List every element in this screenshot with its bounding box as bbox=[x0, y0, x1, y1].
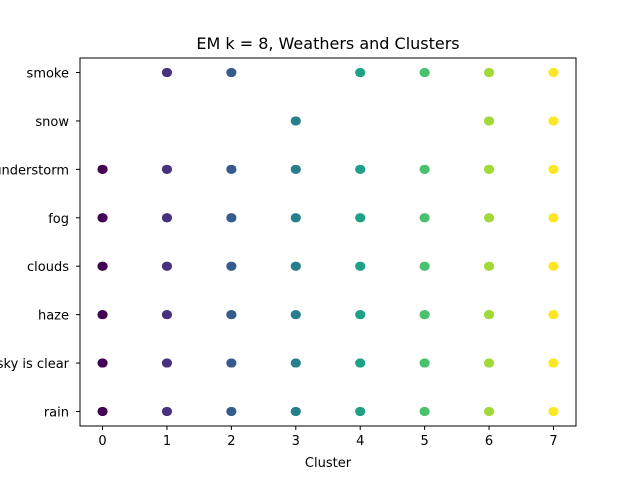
data-point bbox=[549, 116, 559, 126]
data-point bbox=[227, 164, 237, 174]
data-point bbox=[485, 406, 495, 416]
x-tick-label: 6 bbox=[485, 434, 493, 449]
data-point bbox=[227, 358, 237, 368]
data-point bbox=[420, 406, 430, 416]
data-point bbox=[227, 310, 237, 320]
data-point bbox=[98, 164, 108, 174]
data-point bbox=[227, 261, 237, 271]
data-point bbox=[291, 164, 301, 174]
data-point bbox=[163, 358, 173, 368]
data-point bbox=[163, 310, 173, 320]
data-point bbox=[420, 68, 430, 78]
data-point bbox=[549, 406, 559, 416]
x-tick-label: 2 bbox=[227, 434, 235, 449]
data-point bbox=[291, 213, 301, 223]
data-point bbox=[485, 358, 495, 368]
y-tick-label: thunderstorm bbox=[0, 163, 69, 178]
data-point bbox=[485, 261, 495, 271]
data-point bbox=[291, 310, 301, 320]
data-point bbox=[485, 310, 495, 320]
data-point bbox=[356, 310, 366, 320]
chart-title: EM k = 8, Weathers and Clusters bbox=[196, 34, 459, 53]
data-point bbox=[356, 406, 366, 416]
data-point bbox=[291, 116, 301, 126]
data-point bbox=[549, 213, 559, 223]
data-point bbox=[98, 406, 108, 416]
y-axis: rain sky is clear haze clouds fog thunderstor… bbox=[0, 67, 80, 420]
plot-frame bbox=[79, 57, 577, 427]
data-point bbox=[420, 261, 430, 271]
data-point bbox=[163, 68, 173, 78]
data-point bbox=[291, 406, 301, 416]
y-tick-label: smoke bbox=[27, 67, 69, 82]
data-point bbox=[163, 406, 173, 416]
data-point bbox=[549, 68, 559, 78]
data-point bbox=[98, 358, 108, 368]
x-tick-label: 3 bbox=[292, 434, 300, 449]
data-point bbox=[291, 261, 301, 271]
data-point bbox=[98, 310, 108, 320]
data-point bbox=[549, 164, 559, 174]
data-point bbox=[485, 213, 495, 223]
data-point bbox=[485, 164, 495, 174]
data-point bbox=[356, 68, 366, 78]
data-point bbox=[227, 68, 237, 78]
data-point bbox=[227, 213, 237, 223]
data-point bbox=[549, 310, 559, 320]
x-axis-label: Cluster bbox=[305, 456, 352, 471]
data-point bbox=[549, 358, 559, 368]
data-point bbox=[356, 358, 366, 368]
data-point bbox=[163, 261, 173, 271]
data-point bbox=[98, 213, 108, 223]
data-point bbox=[420, 310, 430, 320]
data-point bbox=[485, 68, 495, 78]
y-tick-label: snow bbox=[35, 115, 69, 130]
y-tick-label: clouds bbox=[27, 260, 69, 275]
x-axis: 0 1 2 3 4 5 6 7 bbox=[98, 426, 558, 449]
x-tick-label: 5 bbox=[420, 434, 428, 449]
x-tick-label: 7 bbox=[549, 434, 557, 449]
plot-area bbox=[97, 68, 559, 416]
y-tick-label: fog bbox=[48, 212, 69, 227]
y-tick-label: rain bbox=[44, 405, 69, 420]
data-point bbox=[227, 406, 237, 416]
data-point bbox=[549, 261, 559, 271]
data-point bbox=[163, 213, 173, 223]
data-point bbox=[420, 164, 430, 174]
x-tick-label: 4 bbox=[356, 434, 364, 449]
x-tick-label: 0 bbox=[98, 434, 106, 449]
data-point bbox=[163, 164, 173, 174]
y-tick-label: sky is clear bbox=[0, 357, 70, 372]
data-point bbox=[291, 358, 301, 368]
data-point bbox=[485, 116, 495, 126]
y-tick-label: haze bbox=[38, 309, 69, 324]
data-point bbox=[420, 213, 430, 223]
data-point bbox=[356, 164, 366, 174]
data-point bbox=[356, 261, 366, 271]
data-point bbox=[356, 213, 366, 223]
x-tick-label: 1 bbox=[163, 434, 171, 449]
data-point bbox=[98, 261, 108, 271]
data-point bbox=[420, 358, 430, 368]
